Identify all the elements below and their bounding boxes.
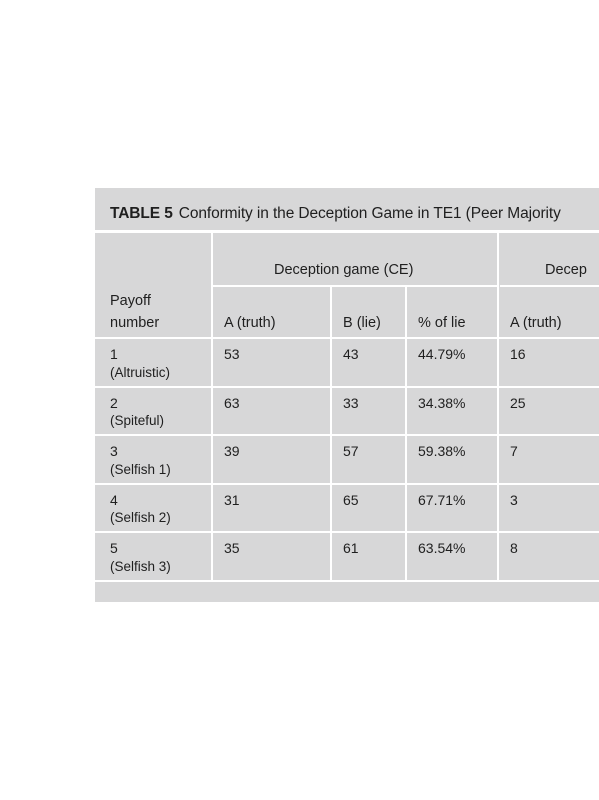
group-rule-2 bbox=[500, 285, 599, 287]
row-rule-4 bbox=[95, 531, 599, 533]
row-rule-2 bbox=[95, 434, 599, 436]
col-rule-3 bbox=[405, 286, 407, 582]
group-header-ce: Deception game (CE) bbox=[274, 262, 414, 278]
row-2-name: (Spiteful) bbox=[110, 413, 165, 428]
row-1-a2: 16 bbox=[510, 346, 526, 362]
table-label: TABLE 5 bbox=[110, 205, 173, 222]
title-rule bbox=[95, 230, 599, 233]
col-rule-2 bbox=[330, 286, 332, 582]
row-3-name: (Selfish 1) bbox=[110, 462, 171, 477]
row-3-num: 3 bbox=[110, 443, 118, 459]
col-header-a-truth-2: A (truth) bbox=[510, 315, 562, 331]
col-header-b-lie: B (lie) bbox=[343, 315, 381, 331]
row-3-b: 57 bbox=[343, 443, 359, 459]
row-3-pct: 59.38% bbox=[418, 443, 466, 459]
row-rule-1 bbox=[95, 386, 599, 388]
row-rule-5 bbox=[95, 580, 599, 582]
row-5-pct: 63.54% bbox=[418, 540, 466, 556]
row-2-num: 2 bbox=[110, 395, 118, 411]
row-5-a2: 8 bbox=[510, 540, 518, 556]
table-caption: Conformity in the Deception Game in TE1 … bbox=[178, 205, 561, 222]
row-1-num: 1 bbox=[110, 346, 118, 362]
row-4-a2: 3 bbox=[510, 492, 518, 508]
group-header-2: Decep bbox=[545, 262, 587, 278]
table-panel bbox=[95, 188, 599, 602]
row-2-a: 63 bbox=[224, 395, 240, 411]
row-3-a2: 7 bbox=[510, 443, 518, 459]
table-title: TABLE 5 Conformity in the Deception Game … bbox=[110, 205, 561, 223]
row-4-pct: 67.71% bbox=[418, 492, 466, 508]
col-header-a-truth: A (truth) bbox=[224, 315, 276, 331]
row-1-b: 43 bbox=[343, 346, 359, 362]
row-3-a: 39 bbox=[224, 443, 240, 459]
row-header-line2: number bbox=[110, 315, 160, 331]
row-header-line1: Payoff bbox=[110, 293, 151, 309]
row-1-a: 53 bbox=[224, 346, 240, 362]
col-rule-4 bbox=[497, 232, 499, 582]
row-4-name: (Selfish 2) bbox=[110, 510, 171, 525]
row-5-b: 61 bbox=[343, 540, 359, 556]
row-2-b: 33 bbox=[343, 395, 359, 411]
row-1-name: (Altruistic) bbox=[110, 365, 170, 380]
col-rule-1 bbox=[211, 232, 213, 582]
col-header-pct-lie: % of lie bbox=[418, 315, 466, 331]
table-footer-band bbox=[95, 582, 599, 602]
row-4-num: 4 bbox=[110, 492, 118, 508]
row-5-name: (Selfish 3) bbox=[110, 559, 171, 574]
row-5-a: 35 bbox=[224, 540, 240, 556]
header-rule bbox=[95, 337, 599, 339]
row-2-pct: 34.38% bbox=[418, 395, 466, 411]
row-4-a: 31 bbox=[224, 492, 240, 508]
row-1-pct: 44.79% bbox=[418, 346, 466, 362]
row-4-b: 65 bbox=[343, 492, 359, 508]
row-2-a2: 25 bbox=[510, 395, 526, 411]
group-rule-1 bbox=[213, 285, 498, 287]
row-rule-3 bbox=[95, 483, 599, 485]
row-5-num: 5 bbox=[110, 540, 118, 556]
